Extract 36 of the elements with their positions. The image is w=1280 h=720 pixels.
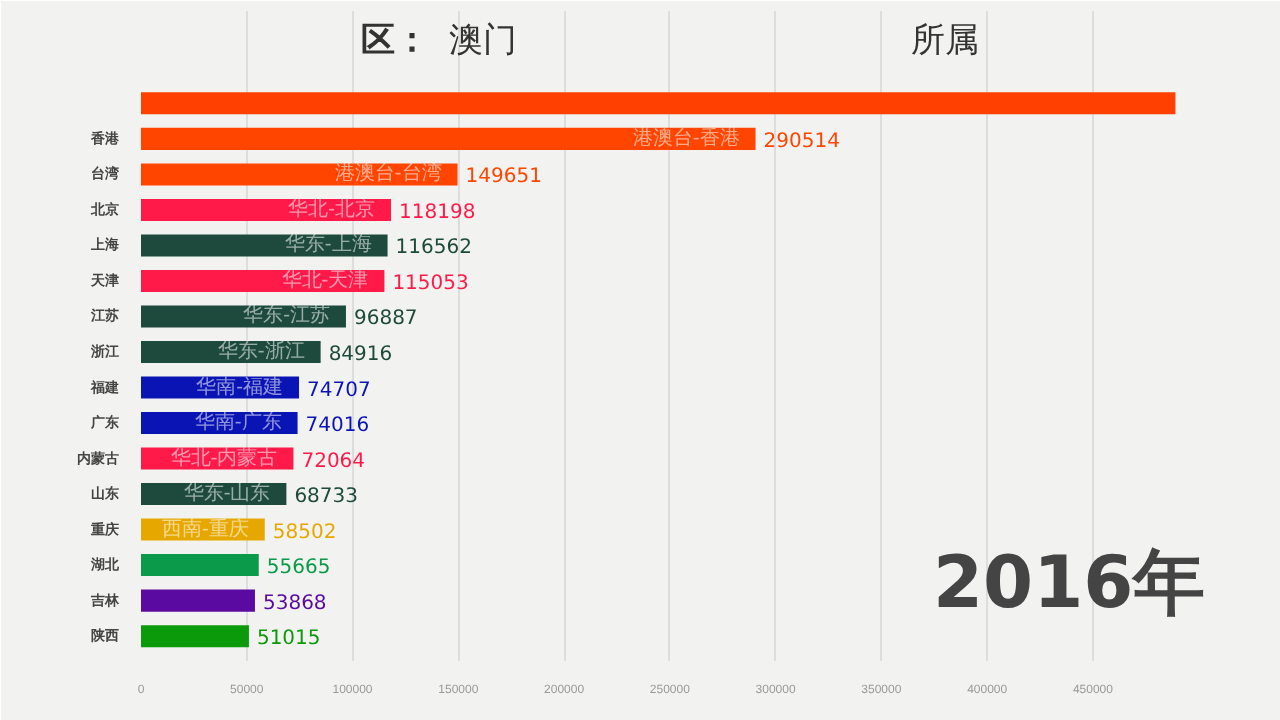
bar — [141, 92, 1176, 115]
data-label: 290514 — [763, 130, 840, 153]
data-label: 149651 — [465, 166, 542, 189]
annotation: 华东-上海 — [284, 232, 372, 257]
text: 澳门 — [449, 20, 517, 61]
data-label: 58502 — [272, 521, 337, 544]
data-label: 72064 — [301, 450, 366, 473]
annotation: 西南-重庆 — [162, 516, 249, 541]
bar — [141, 554, 259, 577]
data-label: 118198 — [399, 201, 476, 224]
annotation: 港澳台-台湾 — [334, 161, 442, 186]
data-label: 74016 — [305, 415, 370, 438]
text: 所属 — [911, 20, 979, 61]
data-label: 74707 — [307, 379, 371, 402]
annotation: 华北-内蒙古 — [170, 445, 278, 470]
text: 区： — [361, 20, 429, 61]
data-label: 68733 — [294, 486, 359, 509]
annotation: 华北-天津 — [281, 267, 369, 292]
data-label: 116562 — [395, 237, 472, 260]
bar — [141, 625, 249, 648]
annotation: 2016年 — [933, 543, 1206, 626]
data-label: 55665 — [266, 557, 331, 580]
bar — [141, 589, 255, 612]
data-label: 115053 — [392, 272, 469, 295]
annotation: 华南-广东 — [194, 410, 282, 435]
annotation: 华东-浙江 — [217, 338, 305, 363]
data-label: 51015 — [256, 628, 321, 651]
annotation: 华北-北京 — [288, 196, 376, 221]
annotation: 港澳台-香港 — [632, 125, 740, 150]
bar — [141, 127, 756, 150]
annotation: 华东-山东 — [183, 481, 271, 506]
annotation: 华东-江苏 — [243, 303, 330, 328]
data-label: 84916 — [328, 343, 393, 366]
data-label: 53868 — [262, 592, 327, 615]
annotation: 华南-福建 — [196, 374, 284, 399]
data-label: 96887 — [353, 308, 418, 331]
